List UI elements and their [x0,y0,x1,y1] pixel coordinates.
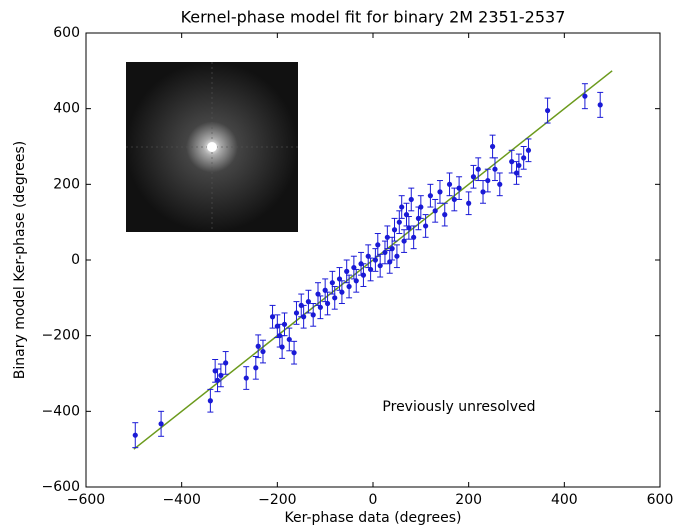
point [269,314,276,320]
point [360,272,367,278]
point [281,321,288,327]
inset-image [126,62,298,232]
point [391,227,398,233]
point [322,287,328,293]
point [324,300,331,307]
point [582,93,588,99]
point [329,280,335,286]
y-tick-label: 0 [71,252,80,268]
point [301,314,307,320]
point [406,225,412,231]
y-tick-label: −600 [42,479,80,495]
y-tick-label: 200 [53,176,80,192]
point [274,323,280,329]
point [384,234,390,240]
x-tick-label: −200 [258,492,296,508]
point [353,278,359,284]
x-tick-label: 400 [551,492,578,508]
point [214,377,221,383]
point [293,310,300,316]
point [432,208,438,214]
x-axis-label: Ker-phase data (degrees) [285,510,462,526]
point [411,234,417,240]
point [253,365,259,371]
point [339,289,345,295]
point [315,291,321,297]
point [158,421,164,427]
point [418,204,424,210]
point [427,193,433,199]
point [212,368,218,374]
x-tick-label: 200 [455,492,482,508]
point [286,336,292,343]
point [223,360,229,366]
point [387,259,393,265]
point [368,266,374,273]
point [521,155,527,161]
point [243,375,249,381]
point [305,299,312,305]
x-tick-label: 600 [647,492,674,508]
point [332,295,338,301]
y-tick-label: −400 [42,403,80,419]
point [396,219,402,225]
point [423,223,429,229]
point [351,264,357,271]
x-tick-label: −600 [67,492,105,508]
point [489,143,496,150]
point [525,147,532,153]
point [346,283,352,290]
point [279,344,285,350]
point [446,181,453,187]
point [442,212,448,218]
point [394,253,400,259]
point [336,276,343,282]
point [437,189,443,195]
point [451,196,457,203]
point [516,162,522,169]
y-tick-label: −200 [42,328,80,344]
point [597,102,603,108]
x-tick-label: −400 [162,492,200,508]
point [509,159,515,165]
chart-title: Kernel-phase model fit for binary 2M 235… [181,8,566,27]
y-tick-label: 400 [53,101,80,117]
point [485,177,491,184]
point [365,253,371,259]
point [513,170,520,176]
point [344,268,350,274]
point [399,204,405,210]
point [389,246,395,252]
point [260,348,266,355]
annotation: Previously unresolved [382,399,535,415]
point [375,242,381,248]
y-axis-label: Binary model Ker-phase (degrees) [12,141,28,379]
point [317,304,323,310]
point [382,249,388,256]
point [401,238,407,244]
point [470,174,477,180]
y-tick-label: 600 [53,25,80,41]
point [480,189,486,195]
point [132,432,138,438]
point [497,181,503,187]
point [218,372,224,378]
point [475,166,481,172]
point [403,212,410,218]
point [408,196,414,203]
point [372,257,378,263]
point [207,398,213,404]
point [492,166,498,172]
point [255,343,261,349]
point [291,350,297,356]
point [456,185,462,191]
point [310,312,316,318]
point [544,107,551,114]
x-tick-label: 0 [369,492,378,508]
point [377,263,383,269]
point [466,200,472,206]
